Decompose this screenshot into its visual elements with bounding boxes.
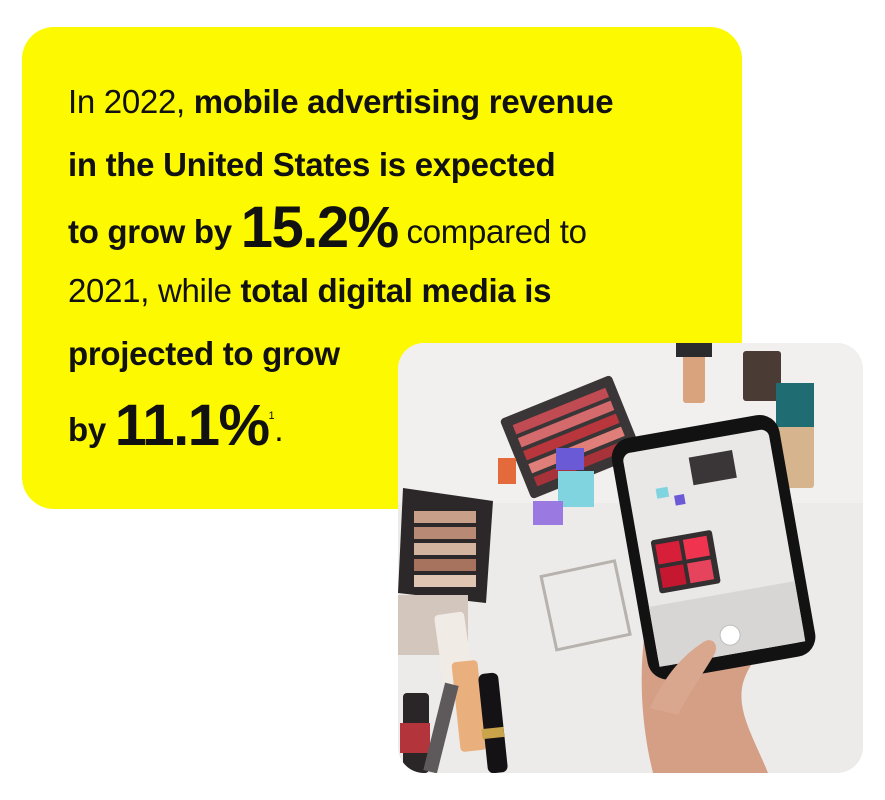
- statement-line-6: by 11.1%1.: [68, 385, 728, 457]
- intro-text: In 2022,: [68, 83, 194, 120]
- by-text: by: [68, 411, 115, 448]
- footnote-marker: 1: [268, 410, 275, 422]
- grow-by-text: to grow by: [68, 213, 241, 250]
- statement-line-2: in the United States is expected: [68, 146, 556, 183]
- mobile-ad-revenue-text: mobile advertising revenue: [193, 83, 614, 120]
- statement-line-5: projected to grow: [68, 335, 340, 372]
- statement-line-4: 2021, while total digital media is: [68, 259, 728, 322]
- end-period: .: [274, 411, 284, 448]
- digital-media-text: total digital media is: [240, 272, 552, 309]
- statement-line-1: In 2022, mobile advertising revenue: [68, 70, 728, 133]
- year-while-text: 2021, while: [68, 272, 241, 309]
- statistic-statement: In 2022, mobile advertising revenue in t…: [68, 70, 728, 457]
- mobile-growth-value: 15.2%: [240, 195, 399, 260]
- phone-photographing-makeup-image: [398, 343, 863, 773]
- compared-to-text: compared to: [397, 213, 587, 250]
- statement-line-3: to grow by 15.2% compared to: [68, 196, 728, 259]
- digital-growth-value: 11.1%: [114, 393, 270, 458]
